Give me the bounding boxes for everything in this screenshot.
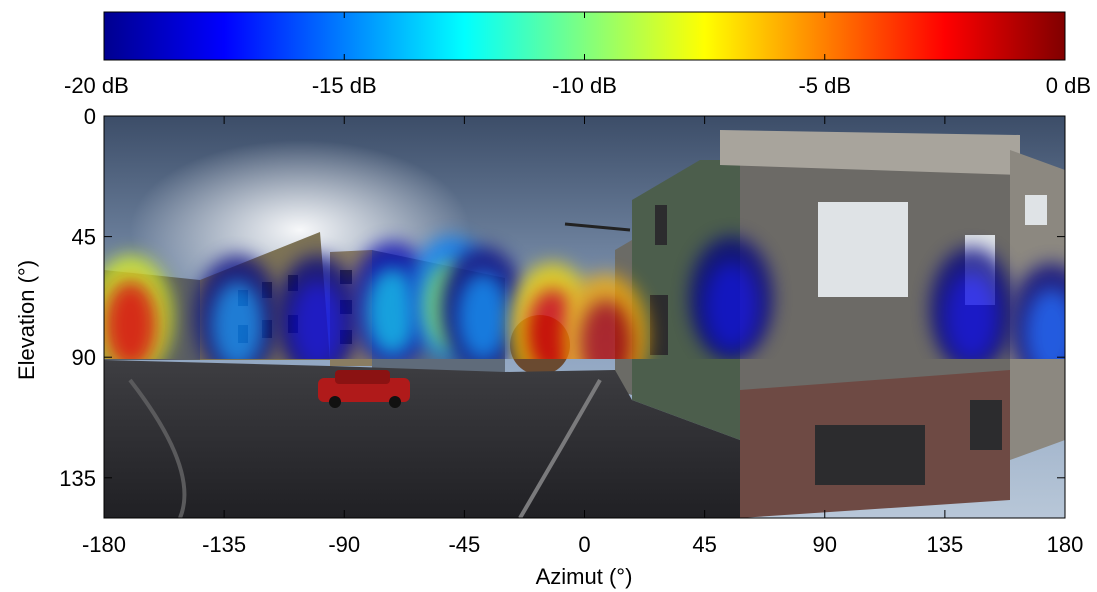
y-tick-label: 0 [84, 104, 96, 129]
overlay-blob [945, 272, 998, 359]
colorbar-ticks: -20 dB -15 dB -10 dB -5 dB 0 dB [64, 12, 1091, 98]
overlay-blob [457, 272, 510, 359]
x-tick-label: 0 [578, 532, 590, 557]
colorbar [103, 11, 1066, 61]
overlay-blob [211, 281, 264, 359]
overlay-blob [366, 267, 419, 356]
overlay-blob [291, 281, 344, 359]
y-axis-label: Elevation (°) [14, 260, 39, 380]
x-tick-label: -135 [202, 532, 246, 557]
colorbar-tick-label: 0 dB [1046, 73, 1091, 98]
y-tick-label: 45 [72, 225, 96, 250]
heatmap-overlay [104, 236, 1065, 359]
x-tick-label: 135 [927, 532, 964, 557]
x-axis-label: Azimut (°) [536, 564, 633, 589]
overlay-blob [705, 262, 758, 351]
overlay-blob [579, 299, 632, 359]
x-tick-label: 90 [813, 532, 837, 557]
x-axis: -180 -135 -90 -45 0 45 90 135 180 [82, 116, 1083, 557]
x-tick-label: -90 [328, 532, 360, 557]
overlay-blob [1025, 289, 1065, 359]
colorbar-tick-label: -20 dB [64, 73, 129, 98]
y-axis: 0 45 90 135 [59, 104, 1065, 491]
colorbar-tick-label: -5 dB [798, 73, 851, 98]
colorbar-tick-label: -10 dB [552, 73, 617, 98]
y-tick-label: 135 [59, 466, 96, 491]
x-tick-label: -45 [448, 532, 480, 557]
x-tick-label: 45 [692, 532, 716, 557]
x-tick-label: -180 [82, 532, 126, 557]
overlay-blob [104, 281, 157, 359]
y-tick-label: 90 [72, 345, 96, 370]
colorbar-tick-label: -15 dB [312, 73, 377, 98]
x-tick-label: 180 [1047, 532, 1084, 557]
